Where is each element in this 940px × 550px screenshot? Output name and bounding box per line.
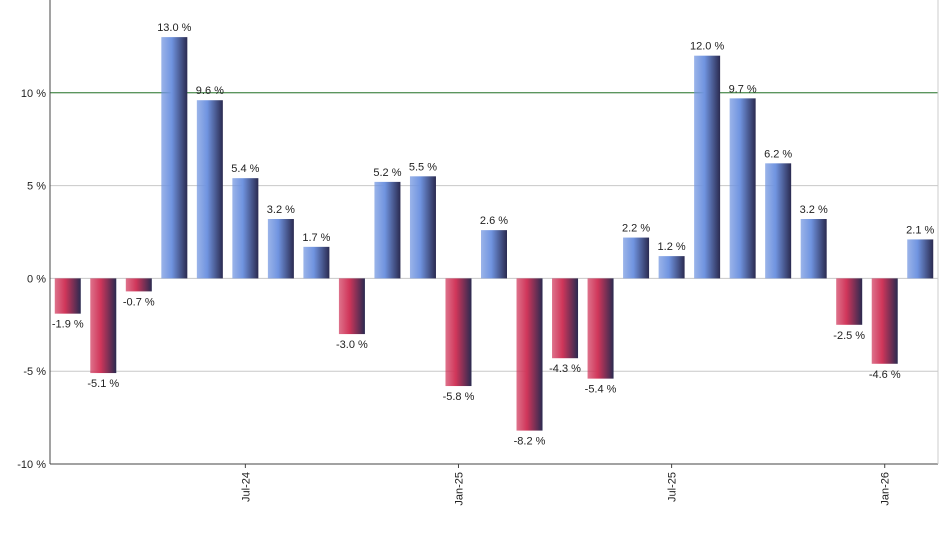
y-tick-label: -5 %: [23, 366, 46, 378]
y-tick-label: 0 %: [27, 273, 46, 285]
bar: [871, 278, 898, 364]
data-label: -4.3 %: [549, 363, 581, 375]
bar: [800, 219, 827, 279]
data-label: 9.7 %: [729, 83, 757, 95]
bar: [552, 278, 579, 359]
bar: [587, 278, 614, 379]
data-label: 12.0 %: [690, 41, 724, 53]
bar: [267, 219, 294, 279]
data-label: 5.2 %: [373, 167, 401, 179]
bar: [516, 278, 543, 431]
data-label: -0.7 %: [123, 296, 155, 308]
bar: [658, 256, 685, 279]
bar: [54, 278, 81, 314]
bar: [729, 98, 756, 279]
data-label: 3.2 %: [267, 204, 295, 216]
data-label: -3.0 %: [336, 339, 368, 351]
bar: [196, 100, 223, 279]
bar: [481, 230, 507, 279]
bar: [836, 278, 863, 325]
data-label: 2.2 %: [622, 223, 650, 235]
bar: [445, 278, 472, 387]
x-tick-label: Jul-24: [240, 472, 252, 502]
bar: [374, 181, 401, 279]
data-label: -5.4 %: [585, 384, 617, 396]
data-label: -8.2 %: [514, 436, 546, 448]
data-label: 3.2 %: [800, 204, 828, 216]
data-label: -1.9 %: [52, 319, 84, 331]
bar: [907, 239, 934, 279]
data-label: 2.6 %: [480, 215, 508, 227]
data-label: 1.2 %: [658, 241, 686, 253]
data-label: 5.5 %: [409, 161, 437, 173]
bar: [765, 163, 792, 279]
bar: [303, 246, 330, 279]
data-label: 13.0 %: [157, 22, 191, 34]
bar: [232, 178, 259, 279]
bar: [161, 37, 188, 279]
x-tick-label: Jan-26: [880, 472, 892, 506]
x-tick-label: Jul-25: [667, 472, 679, 502]
data-label: 6.2 %: [764, 148, 792, 160]
bar: [338, 278, 365, 335]
data-label: 5.4 %: [231, 163, 259, 175]
y-tick-label: -10 %: [17, 459, 46, 471]
bar: [623, 237, 650, 279]
bar: [90, 278, 117, 374]
y-tick-label: 10 %: [21, 88, 46, 100]
x-tick-label: Jan-25: [453, 472, 465, 506]
data-label: -4.6 %: [869, 369, 901, 381]
y-tick-label: 5 %: [27, 181, 46, 193]
bar: [409, 176, 436, 279]
data-label: -5.1 %: [87, 378, 119, 390]
data-label: -2.5 %: [833, 330, 865, 342]
data-label: -5.8 %: [443, 391, 475, 403]
data-label: 9.6 %: [196, 85, 224, 97]
data-label: 2.1 %: [906, 224, 934, 236]
bar: [125, 278, 152, 292]
bar: [694, 55, 721, 279]
data-label: 1.7 %: [302, 232, 330, 244]
